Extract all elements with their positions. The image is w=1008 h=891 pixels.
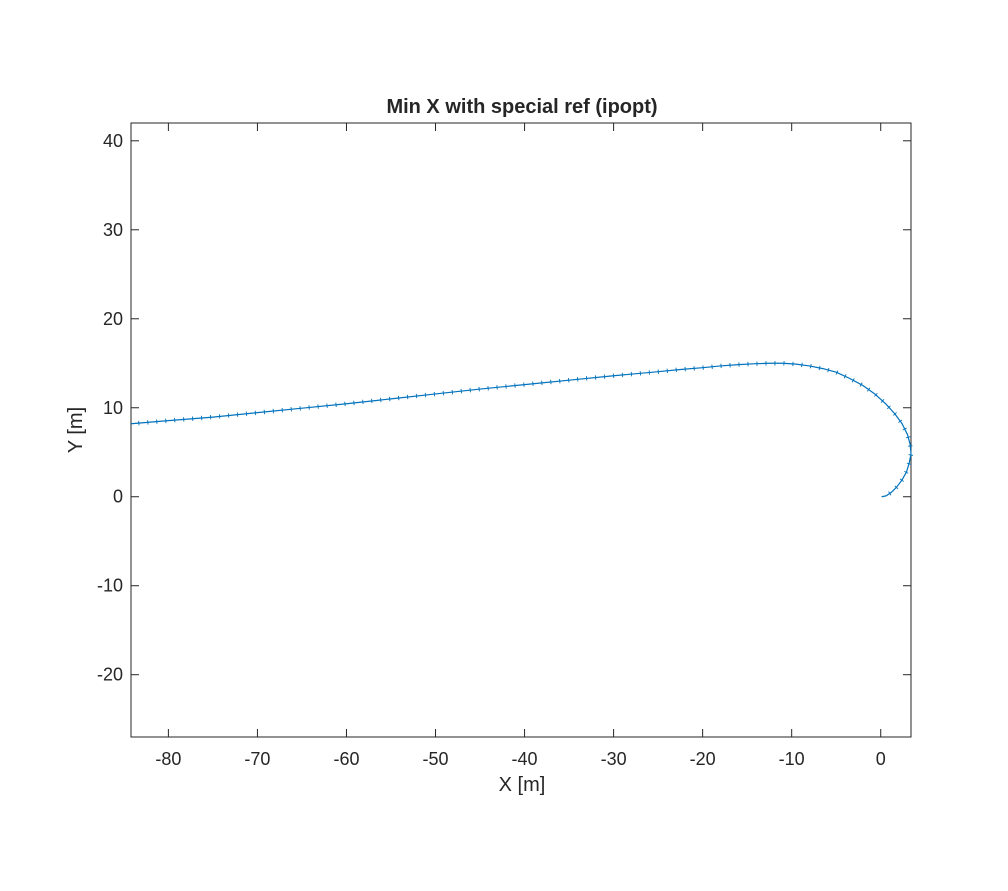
y-tick-label: 0	[113, 487, 123, 507]
x-tick-label: -80	[155, 749, 181, 769]
x-tick-labels: -80 -70 -60 -50 -40 -30 -20 -10 0	[155, 749, 885, 769]
x-tick-label: -50	[423, 749, 449, 769]
x-axis-label: X [m]	[499, 774, 546, 796]
x-tick-label: -70	[244, 749, 270, 769]
series-point	[874, 392, 878, 397]
series-point	[886, 405, 891, 410]
series-point	[894, 485, 899, 490]
series-point	[801, 362, 803, 368]
series-point	[818, 365, 821, 371]
series-point	[851, 378, 855, 383]
y-tick-label: -10	[97, 576, 123, 596]
y-tick-label: -20	[97, 665, 123, 685]
y-tick-label: 20	[103, 309, 123, 329]
tick-marks	[131, 123, 911, 737]
x-tick-label: -40	[512, 749, 538, 769]
series-point	[843, 374, 847, 379]
series-point	[866, 387, 871, 392]
series-line	[130, 362, 912, 498]
plot-area	[130, 122, 914, 738]
y-tick-labels: -20 -10 0 10 20 30 40	[97, 131, 123, 685]
series-point	[835, 370, 839, 375]
series-layer	[130, 361, 914, 498]
series-point	[902, 427, 907, 431]
y-tick-label: 40	[103, 131, 123, 151]
series-point	[905, 436, 911, 439]
series-point	[859, 382, 863, 387]
series-point	[880, 399, 885, 403]
x-tick-label: -20	[690, 749, 716, 769]
x-tick-label: -60	[333, 749, 359, 769]
axes-box	[130, 122, 912, 738]
series-point	[899, 478, 904, 482]
x-tick-label: -30	[601, 749, 627, 769]
series-point	[809, 363, 812, 369]
x-tick-label: -10	[779, 749, 805, 769]
series-point	[827, 367, 830, 373]
y-tick-label: 30	[103, 220, 123, 240]
series-point	[893, 412, 897, 416]
chart-title: Min X with special ref (ipopt)	[386, 96, 657, 118]
series-point	[906, 462, 912, 465]
series-point	[888, 491, 892, 496]
series-point	[904, 470, 909, 474]
y-tick-label: 10	[103, 398, 123, 418]
series-point	[908, 454, 914, 456]
x-tick-label: 0	[876, 749, 886, 769]
y-axis-label: Y [m]	[65, 407, 87, 453]
series-point	[898, 419, 903, 423]
